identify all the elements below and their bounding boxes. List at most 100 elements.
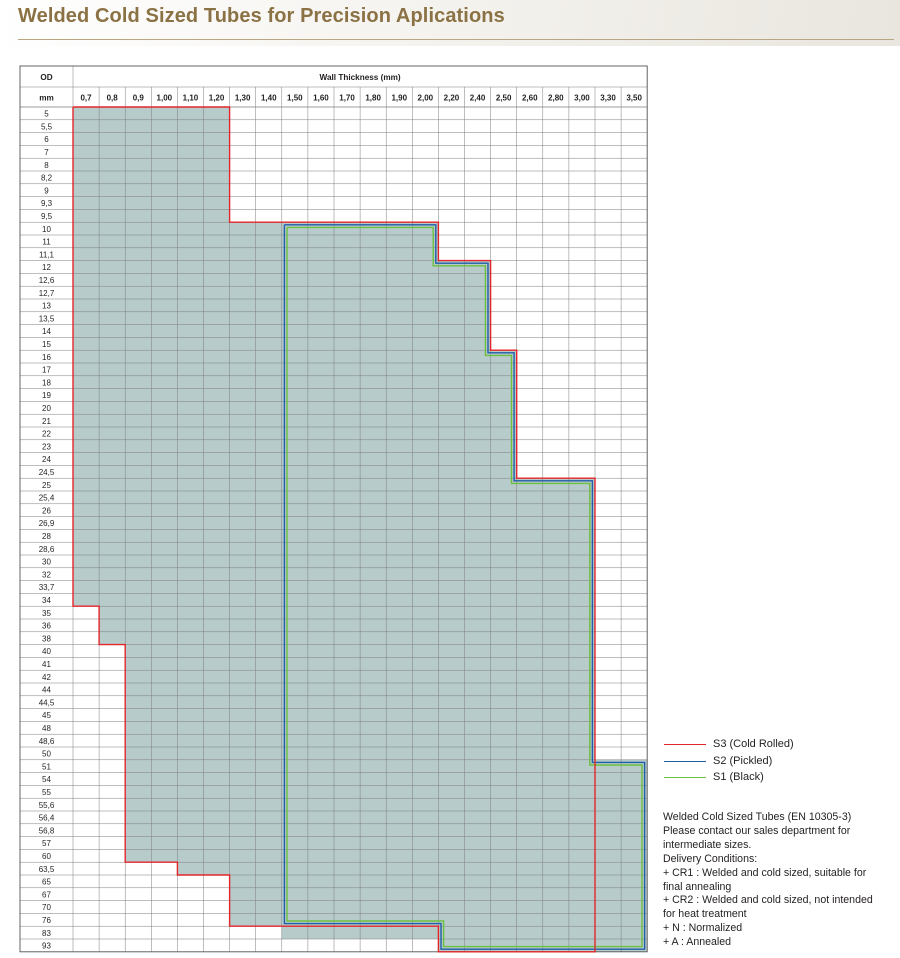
wall-thickness-label: 1,50	[287, 94, 303, 103]
notes-line: for heat treatment	[663, 908, 747, 921]
legend-label-s2: S2 (Pickled)	[713, 754, 773, 767]
availability-region	[99, 606, 595, 645]
wall-thickness-label: 0,9	[133, 94, 145, 103]
wall-thickness-label: 1,80	[365, 94, 381, 103]
od-label: 38	[42, 634, 51, 643]
title-divider	[18, 39, 894, 40]
od-label: 50	[42, 750, 51, 759]
od-header: OD	[40, 73, 52, 82]
notes-line: Please contact our sales department for	[663, 824, 851, 837]
table-border	[19, 65, 648, 953]
legend-item-s2: S2 (Pickled)	[662, 754, 894, 771]
od-label: 76	[42, 916, 51, 925]
od-label: 51	[42, 762, 51, 771]
od-label: 40	[42, 647, 51, 656]
notes-line: + A : Annealed	[663, 936, 732, 949]
od-label: 25	[42, 481, 51, 490]
od-label: 36	[42, 622, 51, 631]
od-label: 21	[42, 417, 51, 426]
od-label: 9,3	[41, 199, 53, 208]
legend-label-s3: S3 (Cold Rolled)	[713, 738, 794, 750]
wall-thickness-label: 1,30	[235, 94, 251, 103]
od-label: 22	[42, 430, 51, 439]
legend-label-s1: S1 (Black)	[713, 771, 764, 783]
od-label: 44	[42, 686, 51, 695]
od-label: 9,5	[41, 212, 53, 221]
od-label: 93	[42, 942, 51, 951]
od-label: 32	[42, 570, 51, 579]
wall-thickness-label: 2,50	[496, 94, 512, 103]
wall-thickness-label: 1,70	[339, 94, 355, 103]
od-label: 67	[42, 890, 51, 899]
series-boundary-s2	[283, 224, 646, 950]
wall-thickness-label: 2,20	[444, 94, 460, 103]
od-label: 18	[42, 378, 51, 387]
legend: S3 (Cold Rolled) S2 (Pickled) S1 (Black)	[662, 737, 894, 787]
wall-thickness-label: 0,8	[107, 94, 119, 103]
od-label: 9	[44, 186, 49, 195]
series-boundary-s1	[286, 226, 643, 948]
od-label: 24	[42, 455, 51, 464]
notes-line: Welded Cold Sized Tubes (EN 10305-3)	[663, 811, 852, 823]
od-label: 35	[42, 609, 51, 618]
notes-line: final annealing	[663, 880, 732, 893]
od-label: 8,2	[41, 174, 53, 183]
od-label: 12,6	[39, 276, 55, 285]
od-label: 55,6	[39, 801, 55, 810]
od-label: 70	[42, 903, 51, 912]
od-label: 57	[42, 839, 51, 848]
wall-thickness-label: 0,7	[80, 94, 92, 103]
wall-thickness-header: Wall Thickness (mm)	[320, 73, 401, 82]
od-label: 28,6	[39, 545, 55, 554]
wall-thickness-label: 2,40	[470, 94, 486, 103]
od-label: 12	[42, 263, 51, 272]
wall-thickness-label: 2,60	[522, 94, 538, 103]
od-label: 65	[42, 878, 51, 887]
series-boundary-s3	[72, 106, 596, 953]
od-label: 56,4	[39, 814, 55, 823]
od-label: 5,5	[41, 122, 53, 131]
od-label: 44,5	[39, 698, 55, 707]
od-label: 12,7	[39, 289, 55, 298]
od-label: 19	[42, 391, 51, 400]
od-label: 42	[42, 673, 51, 682]
od-label: 34	[42, 596, 51, 605]
wall-thickness-label: 2,00	[418, 94, 434, 103]
od-label: 26	[42, 506, 51, 515]
od-label: 17	[42, 366, 51, 375]
od-label: 24,5	[39, 468, 55, 477]
od-label: 83	[42, 929, 51, 938]
notes-line: + N : Normalized	[663, 922, 743, 935]
od-label: 14	[42, 327, 51, 336]
od-label: 26,9	[39, 519, 55, 528]
od-label: 15	[42, 340, 51, 349]
legend-item-s1: S1 (Black)	[662, 770, 894, 787]
legend-line-s3	[664, 744, 706, 745]
legend-item-s3: S3 (Cold Rolled)	[662, 737, 894, 754]
od-label: 30	[42, 558, 51, 567]
legend-line-s2	[664, 760, 706, 762]
od-unit-label: mm	[39, 94, 54, 103]
od-label: 5	[44, 110, 49, 119]
wall-thickness-label: 1,00	[157, 94, 173, 103]
od-label: 11	[42, 238, 51, 247]
page-title: Welded Cold Sized Tubes for Precision Ap…	[18, 5, 505, 27]
od-label: 54	[42, 775, 51, 784]
od-label: 13	[42, 302, 51, 311]
wall-thickness-label: 3,00	[574, 94, 590, 103]
notes-line: + CR2 : Welded and cold sized, not inten…	[663, 894, 873, 907]
wall-thickness-label: 1,60	[313, 94, 329, 103]
notes-line: intermediate sizes.	[663, 838, 752, 851]
od-label: 8	[44, 161, 49, 170]
od-label: 11,1	[39, 250, 55, 259]
legend-line-s1	[664, 777, 706, 778]
wall-thickness-label: 1,90	[391, 94, 407, 103]
od-label: 48	[42, 724, 51, 733]
od-label: 20	[42, 404, 51, 413]
od-label: 7	[44, 148, 49, 157]
wall-thickness-label: 1,10	[183, 94, 199, 103]
od-label: 63,5	[39, 865, 55, 874]
od-label: 45	[42, 711, 51, 720]
od-label: 13,5	[39, 314, 55, 323]
